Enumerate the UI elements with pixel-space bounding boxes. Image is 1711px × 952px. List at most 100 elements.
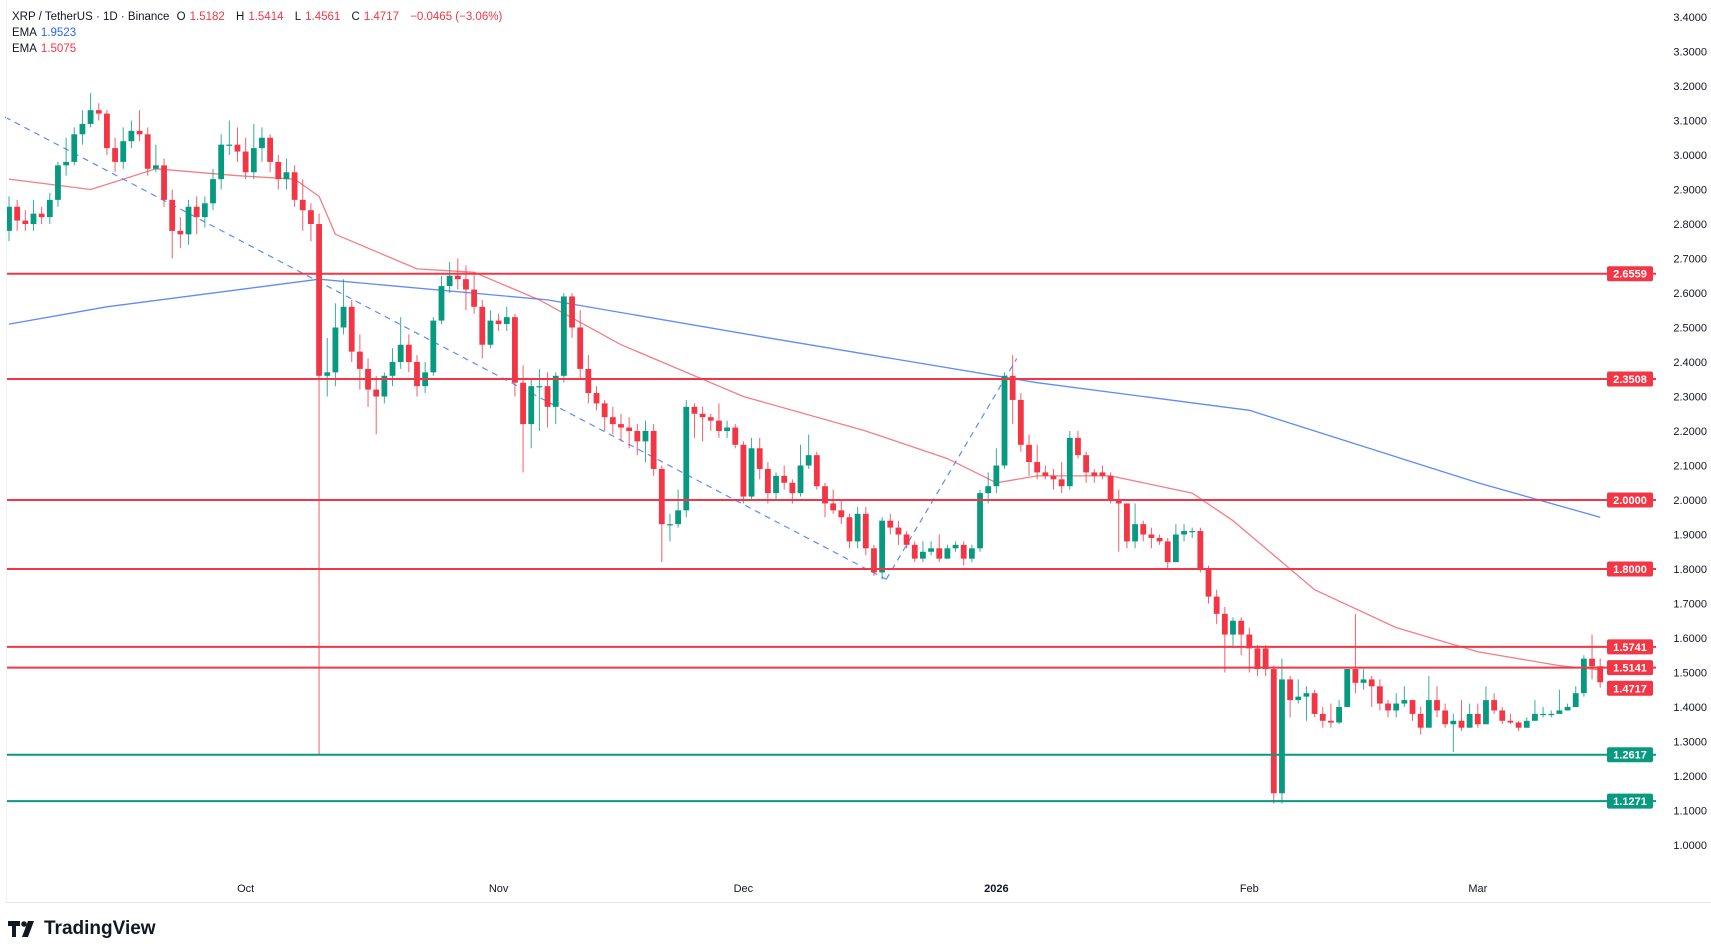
bullish-candle[interactable] xyxy=(185,199,192,245)
bearish-candle[interactable] xyxy=(1017,393,1024,452)
bullish-candle[interactable] xyxy=(332,303,339,387)
bullish-candle[interactable] xyxy=(71,127,78,166)
bullish-candle[interactable] xyxy=(1580,655,1587,697)
bearish-candle[interactable] xyxy=(479,299,486,359)
bearish-candle[interactable] xyxy=(1319,707,1326,728)
bearish-candle[interactable] xyxy=(601,399,608,431)
bearish-candle[interactable] xyxy=(242,137,249,180)
bullish-candle[interactable] xyxy=(667,513,673,542)
bearish-candle[interactable] xyxy=(593,386,600,411)
bullish-candle[interactable] xyxy=(152,144,159,173)
bearish-candle[interactable] xyxy=(38,206,45,224)
bearish-candle[interactable] xyxy=(14,199,21,231)
bullish-candle[interactable] xyxy=(1230,617,1236,649)
bullish-candle[interactable] xyxy=(773,472,779,500)
bearish-candle[interactable] xyxy=(1042,465,1049,480)
bearish-candle[interactable] xyxy=(267,134,274,173)
bullish-candle[interactable] xyxy=(1132,503,1138,549)
bearish-candle[interactable] xyxy=(813,451,820,490)
bearish-candle[interactable] xyxy=(177,217,184,249)
bearish-candle[interactable] xyxy=(1368,675,1375,707)
bearish-candle[interactable] xyxy=(699,406,706,442)
bullish-candle[interactable] xyxy=(528,379,535,449)
bearish-candle[interactable] xyxy=(756,437,763,480)
ema-short-row[interactable]: EMA 1.5075 xyxy=(12,41,506,57)
bullish-candle[interactable] xyxy=(1181,524,1187,542)
bullish-candle[interactable] xyxy=(1360,669,1367,690)
bullish-candle[interactable] xyxy=(340,279,347,335)
bullish-candle[interactable] xyxy=(446,261,453,293)
bearish-candle[interactable] xyxy=(740,441,747,504)
bullish-candle[interactable] xyxy=(1295,679,1302,704)
bearish-candle[interactable] xyxy=(1254,644,1261,676)
bullish-candle[interactable] xyxy=(797,444,804,497)
bearish-candle[interactable] xyxy=(1091,468,1098,483)
bearish-candle[interactable] xyxy=(650,424,657,476)
bullish-candle[interactable] xyxy=(952,541,959,552)
bearish-candle[interactable] xyxy=(1507,713,1514,725)
bullish-candle[interactable] xyxy=(1172,524,1179,563)
bearish-candle[interactable] xyxy=(1328,703,1334,728)
bearish-candle[interactable] xyxy=(365,358,371,407)
bullish-candle[interactable] xyxy=(30,199,37,231)
bearish-candle[interactable] xyxy=(136,110,143,142)
bearish-candle[interactable] xyxy=(862,506,869,556)
bullish-candle[interactable] xyxy=(1532,700,1538,721)
tradingview-logo[interactable]: TradingView xyxy=(8,918,156,940)
bearish-candle[interactable] xyxy=(911,541,918,563)
bullish-candle[interactable] xyxy=(201,196,208,228)
bearish-candle[interactable] xyxy=(716,403,722,438)
bullish-candle[interactable] xyxy=(63,137,70,176)
bullish-candle[interactable] xyxy=(1572,686,1579,707)
bearish-candle[interactable] xyxy=(1140,520,1147,542)
bearish-candle[interactable] xyxy=(691,403,698,438)
bearish-candle[interactable] xyxy=(1352,613,1359,694)
bearish-candle[interactable] xyxy=(1287,675,1294,718)
bullish-candle[interactable] xyxy=(1523,717,1530,728)
bearish-candle[interactable] xyxy=(903,531,910,549)
bullish-candle[interactable] xyxy=(675,489,682,528)
bearish-candle[interactable] xyxy=(291,165,298,207)
bearish-candle[interactable] xyxy=(618,413,624,442)
bearish-candle[interactable] xyxy=(764,462,771,504)
bullish-candle[interactable] xyxy=(1450,713,1457,752)
bullish-candle[interactable] xyxy=(1344,669,1351,707)
bearish-candle[interactable] xyxy=(1083,451,1090,483)
bullish-candle[interactable] xyxy=(226,120,233,156)
bullish-candle[interactable] xyxy=(128,120,135,149)
bullish-candle[interactable] xyxy=(854,506,861,549)
bearish-candle[interactable] xyxy=(22,210,29,231)
bearish-candle[interactable] xyxy=(1515,720,1522,732)
bullish-candle[interactable] xyxy=(1303,686,1310,721)
bearish-candle[interactable] xyxy=(1009,355,1016,425)
bearish-candle[interactable] xyxy=(275,155,282,190)
bearish-candle[interactable] xyxy=(1270,665,1277,804)
bearish-candle[interactable] xyxy=(161,158,167,207)
bearish-candle[interactable] xyxy=(520,365,526,473)
bearish-candle[interactable] xyxy=(1474,703,1481,728)
bearish-candle[interactable] xyxy=(414,355,420,397)
bearish-candle[interactable] xyxy=(512,313,518,397)
bearish-candle[interactable] xyxy=(634,424,641,456)
bullish-candle[interactable] xyxy=(283,158,290,190)
bearish-candle[interactable] xyxy=(1434,686,1440,718)
bearish-candle[interactable] xyxy=(1376,679,1383,711)
bearish-candle[interactable] xyxy=(1197,527,1204,573)
bearish-candle[interactable] xyxy=(871,544,877,576)
bullish-candle[interactable] xyxy=(1548,710,1555,718)
bullish-candle[interactable] xyxy=(985,472,992,504)
bullish-candle[interactable] xyxy=(968,544,975,563)
bullish-candle[interactable] xyxy=(6,196,12,242)
bearish-candle[interactable] xyxy=(373,375,380,435)
bearish-candle[interactable] xyxy=(846,513,853,549)
bullish-candle[interactable] xyxy=(46,192,53,224)
bearish-candle[interactable] xyxy=(104,110,110,155)
bullish-candle[interactable] xyxy=(218,134,225,190)
bearish-candle[interactable] xyxy=(405,334,412,373)
bearish-candle[interactable] xyxy=(960,541,967,566)
bearish-candle[interactable] xyxy=(356,334,363,390)
bearish-candle[interactable] xyxy=(1156,534,1163,545)
bullish-candle[interactable] xyxy=(552,372,559,425)
bearish-candle[interactable] xyxy=(1409,700,1416,721)
